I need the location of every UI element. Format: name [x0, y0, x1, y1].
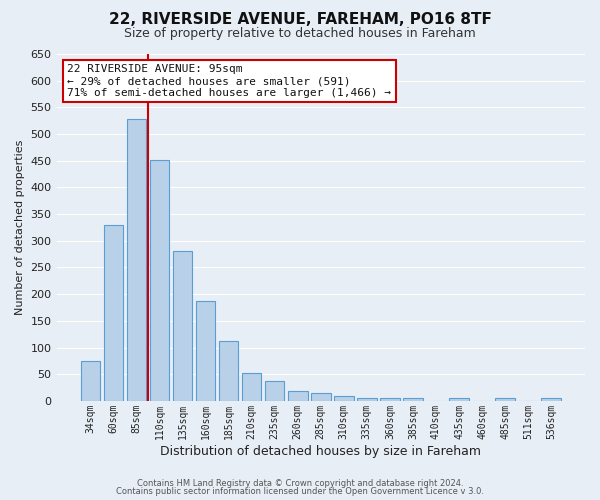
Text: 22 RIVERSIDE AVENUE: 95sqm
← 29% of detached houses are smaller (591)
71% of sem: 22 RIVERSIDE AVENUE: 95sqm ← 29% of deta… — [67, 64, 391, 98]
Bar — [357, 398, 377, 401]
Bar — [265, 381, 284, 401]
Bar — [311, 394, 331, 401]
Text: Size of property relative to detached houses in Fareham: Size of property relative to detached ho… — [124, 28, 476, 40]
Bar — [242, 373, 262, 401]
Bar — [288, 391, 308, 401]
Text: Contains HM Land Registry data © Crown copyright and database right 2024.: Contains HM Land Registry data © Crown c… — [137, 478, 463, 488]
Bar — [403, 398, 423, 401]
Y-axis label: Number of detached properties: Number of detached properties — [15, 140, 25, 315]
Bar — [173, 252, 193, 401]
Text: Contains public sector information licensed under the Open Government Licence v : Contains public sector information licen… — [116, 488, 484, 496]
Bar — [104, 225, 123, 401]
Bar — [380, 398, 400, 401]
Bar — [80, 361, 100, 401]
Bar — [541, 398, 561, 401]
Bar — [149, 160, 169, 401]
Bar — [219, 340, 238, 401]
Bar — [449, 398, 469, 401]
X-axis label: Distribution of detached houses by size in Fareham: Distribution of detached houses by size … — [160, 444, 481, 458]
Bar — [196, 300, 215, 401]
Bar — [334, 396, 353, 401]
Bar — [127, 119, 146, 401]
Bar — [496, 398, 515, 401]
Text: 22, RIVERSIDE AVENUE, FAREHAM, PO16 8TF: 22, RIVERSIDE AVENUE, FAREHAM, PO16 8TF — [109, 12, 491, 28]
